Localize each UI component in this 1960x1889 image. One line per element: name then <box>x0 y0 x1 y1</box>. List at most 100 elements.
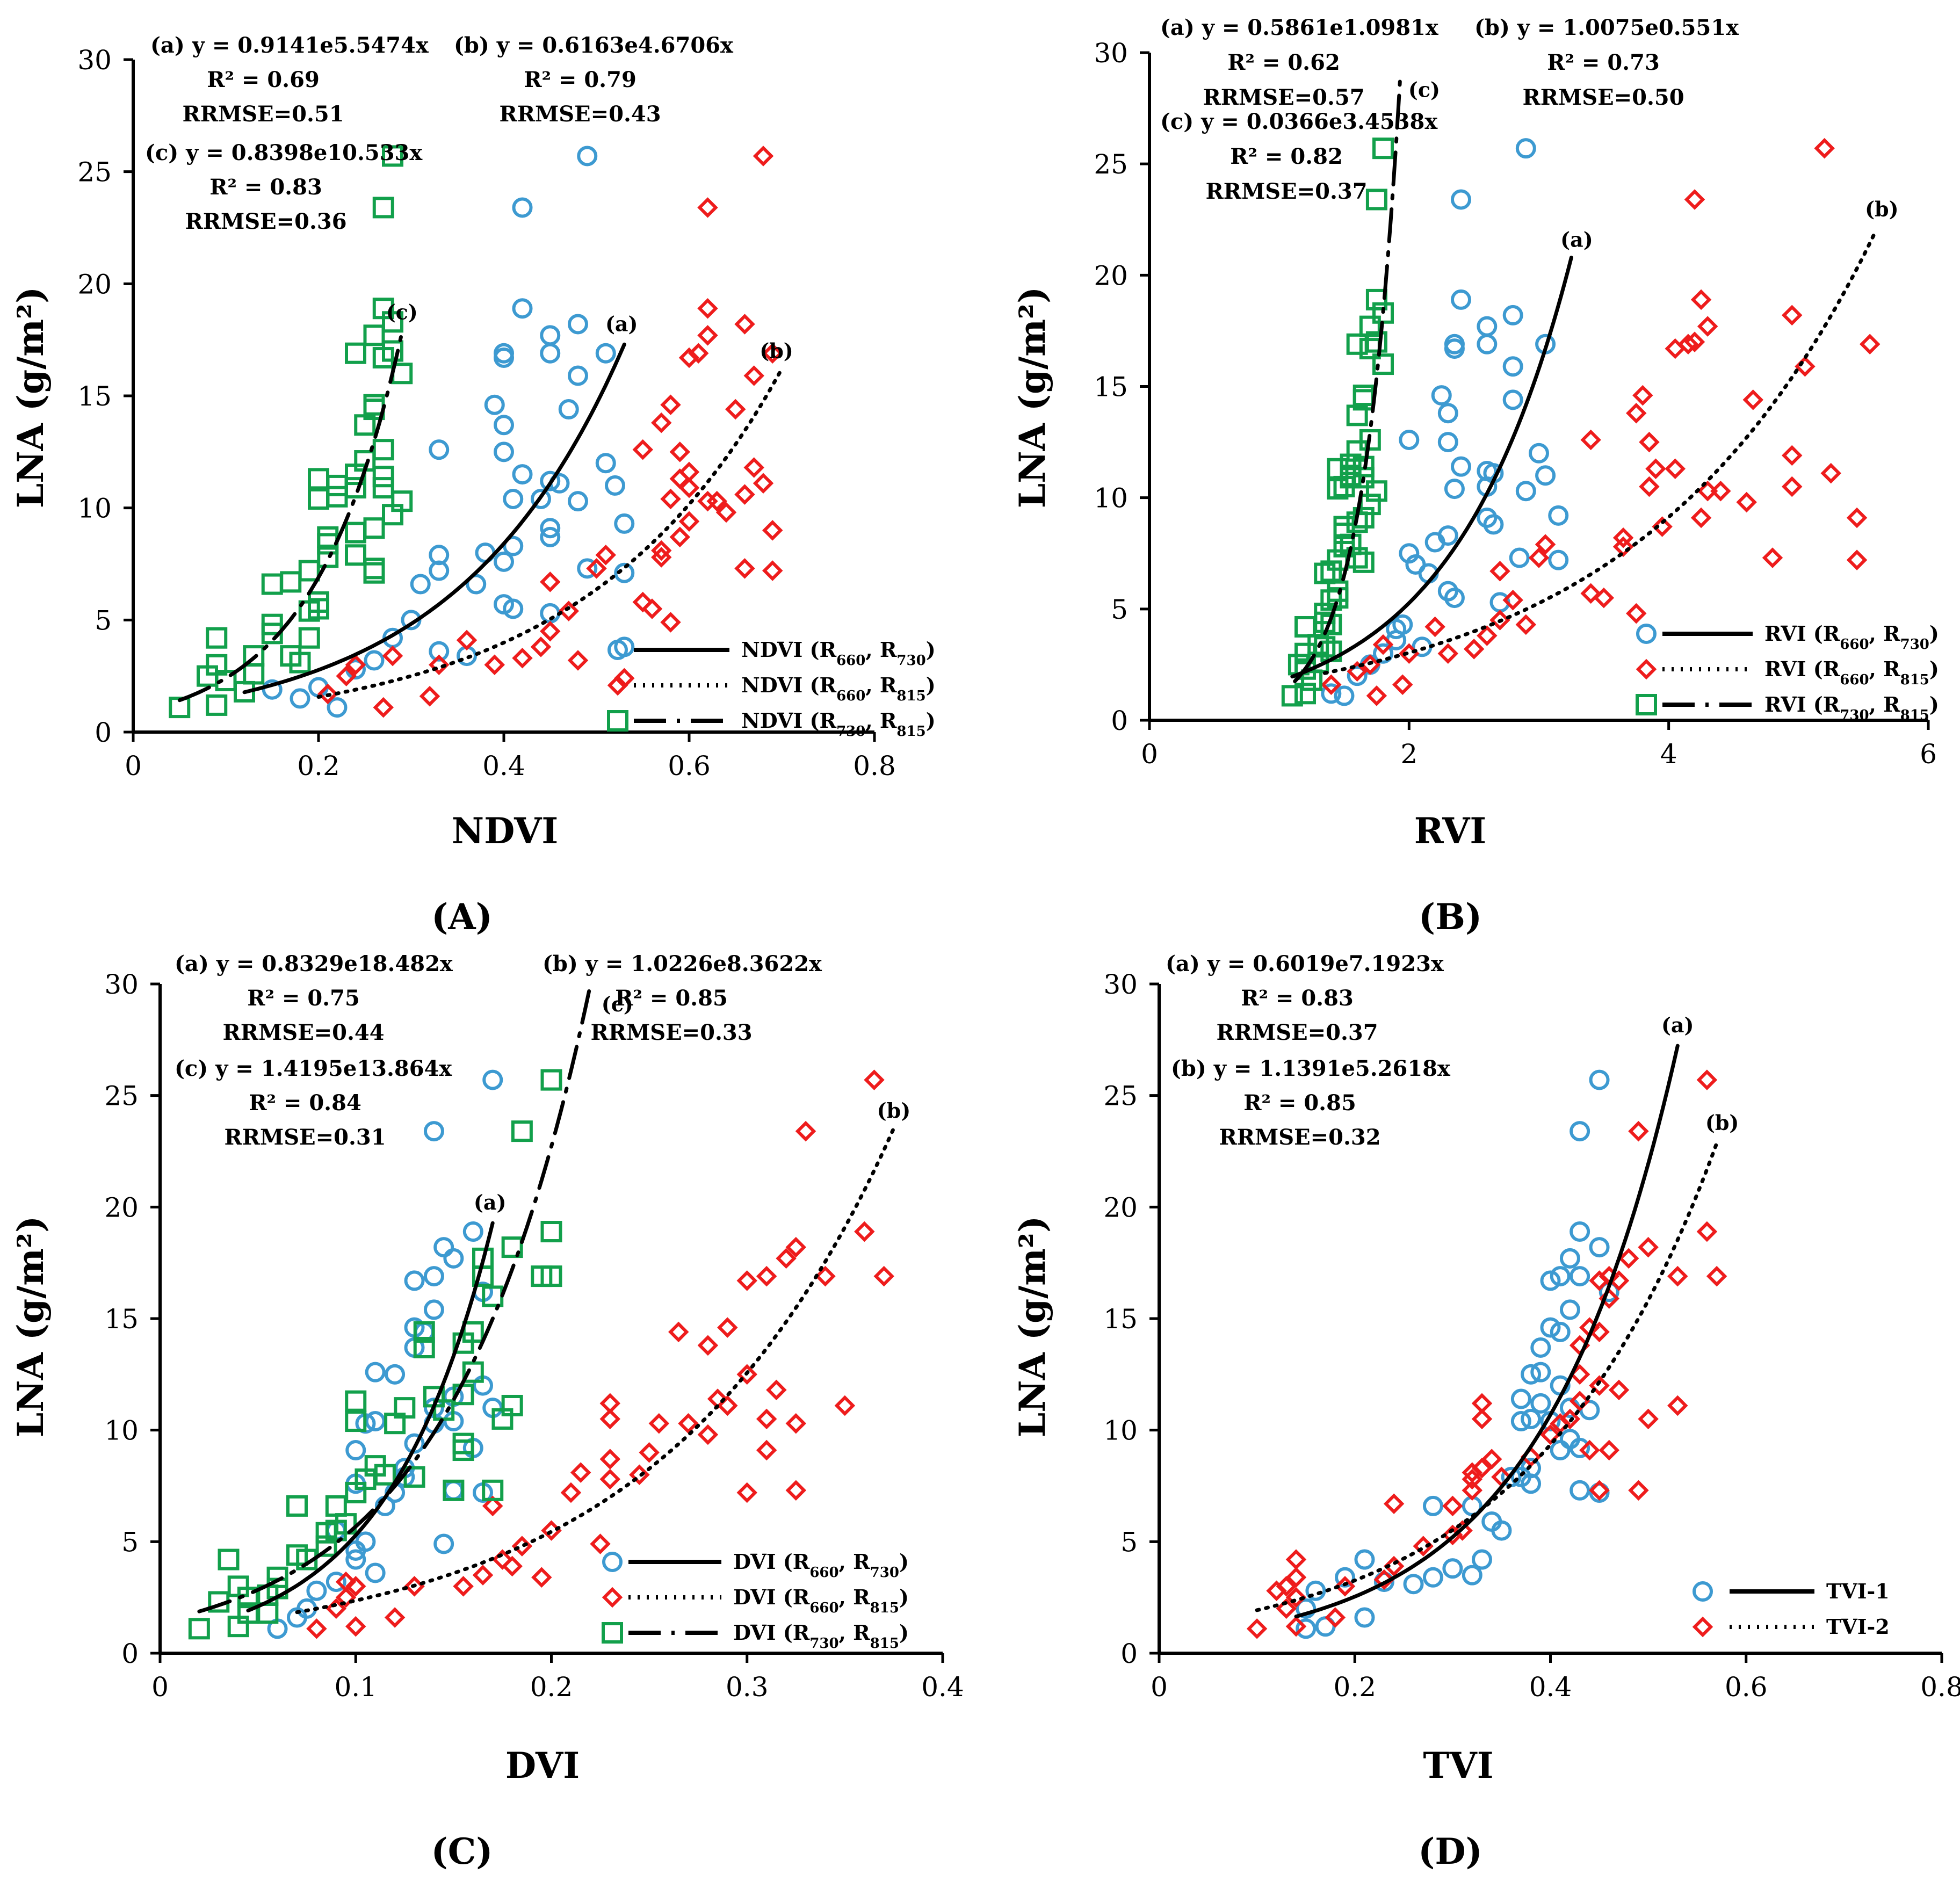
data-point-a <box>568 314 588 335</box>
rrmse-A-a: RRMSE=0.51 <box>182 102 344 127</box>
data-point-c <box>325 1495 347 1517</box>
data-point-b <box>1696 1069 1718 1090</box>
data-point-b <box>1589 1480 1610 1501</box>
data-point-a <box>1550 1321 1571 1342</box>
data-point-b <box>1569 1391 1590 1412</box>
data-point-a <box>503 598 524 619</box>
data-point-b <box>1528 547 1550 568</box>
data-point-c <box>298 600 320 622</box>
data-point-a <box>595 453 616 474</box>
data-point-a <box>1373 643 1393 664</box>
y-axis-title-C: LNA (g/m²) <box>10 1216 52 1437</box>
data-point-a <box>327 697 348 718</box>
plot-area-C: 0 0.1 0.2 0.3 0.4 0 5 10 15 20 25 30 (a) (b) (c) <box>104 969 964 1703</box>
y-tick-label: 10 <box>1094 483 1128 514</box>
data-point-a <box>1437 403 1458 424</box>
data-point-b <box>540 571 561 592</box>
fit-curve-a <box>1290 256 1573 679</box>
equation-A-b: (b) y = 0.6163e4.6706x <box>454 33 734 58</box>
rrmse-B-c: RRMSE=0.37 <box>1205 179 1367 204</box>
data-point-c <box>1333 535 1355 558</box>
equation-C-a: (a) y = 0.8329e18.482x <box>175 951 453 976</box>
data-point-a <box>540 526 561 547</box>
fit-curve-b <box>1322 228 1878 675</box>
data-point-b <box>1535 534 1556 555</box>
y-tick-label: 0 <box>121 1638 139 1669</box>
data-point-c <box>372 347 394 369</box>
x-tick-label: 0.8 <box>853 750 896 781</box>
data-point-b <box>785 1480 807 1501</box>
curve-label-c: (c) <box>1408 77 1440 102</box>
data-point-c <box>1340 453 1362 475</box>
data-point-a <box>577 558 598 579</box>
data-point-c <box>391 490 413 512</box>
y-tick-label: 0 <box>95 717 112 748</box>
fit-curve-c <box>1293 78 1402 683</box>
data-point-a <box>385 1364 406 1385</box>
legend-marker-a <box>607 640 628 660</box>
series-a-points <box>262 146 635 718</box>
x-tick-label: 0.2 <box>1333 1671 1376 1703</box>
data-point-b <box>766 1379 787 1401</box>
data-point-b <box>651 540 672 561</box>
series-a-points <box>1321 138 1569 706</box>
data-point-c <box>501 1236 523 1258</box>
y-tick-label: 15 <box>104 1304 139 1335</box>
data-point-c <box>345 522 366 544</box>
series-c-points <box>1281 137 1394 707</box>
data-point-b <box>669 526 690 548</box>
data-point-c <box>501 1394 523 1416</box>
data-point-a <box>540 325 561 346</box>
series-b-points <box>1321 137 1881 706</box>
x-tick-label: 0 <box>151 1671 169 1703</box>
data-point-b <box>1795 356 1816 377</box>
data-point-b <box>531 1567 552 1588</box>
data-point-b <box>382 645 403 667</box>
data-point-a <box>306 1580 327 1601</box>
data-point-b <box>567 650 589 671</box>
data-point-c <box>315 1522 337 1544</box>
data-point-c <box>298 627 320 649</box>
data-point-b <box>484 654 505 676</box>
equation-B-c: (c) y = 0.0366e3.4538x <box>1160 109 1438 134</box>
data-point-a <box>595 343 616 364</box>
data-point-b <box>734 314 755 335</box>
data-point-a <box>345 1549 366 1570</box>
data-point-b <box>1626 402 1647 424</box>
rrmse-D-a: RRMSE=0.37 <box>1216 1020 1378 1045</box>
y-tick-label: 30 <box>1103 969 1138 1000</box>
legend-label-c: DVI (R730, R815) <box>733 1620 909 1652</box>
data-point-b <box>762 343 783 364</box>
legend-marker-b <box>1636 658 1657 680</box>
data-point-c <box>1365 189 1387 211</box>
data-point-b <box>326 1598 347 1619</box>
y-axis-title-D: LNA (g/m²) <box>1011 1216 1053 1437</box>
data-point-a <box>540 471 561 491</box>
data-point-b <box>1285 1587 1307 1608</box>
data-point-c <box>1353 506 1375 529</box>
data-point-a <box>1515 481 1536 502</box>
data-point-a <box>494 343 514 364</box>
data-point-a <box>443 1480 464 1501</box>
data-point-b <box>697 1335 719 1356</box>
y-tick-label: 20 <box>1094 260 1128 291</box>
data-point-b <box>1782 445 1803 466</box>
data-point-c <box>433 1399 455 1421</box>
data-point-b <box>697 1424 719 1445</box>
data-point-b <box>756 1408 777 1430</box>
data-point-b <box>599 1449 621 1470</box>
data-point-a <box>1437 525 1458 546</box>
data-point-b <box>660 488 681 510</box>
data-point-b <box>453 1576 474 1597</box>
data-point-a <box>1451 289 1471 310</box>
data-point-b <box>1690 289 1712 310</box>
data-point-a <box>1510 1411 1531 1432</box>
r2-A-b: R² = 0.79 <box>524 67 637 92</box>
data-point-a <box>1451 189 1471 210</box>
data-point-b <box>1697 316 1718 337</box>
fit-curve-b <box>295 1126 896 1615</box>
data-point-b <box>660 394 681 415</box>
data-point-a <box>1515 138 1536 159</box>
x-tick-label: 4 <box>1660 739 1677 770</box>
legend-label-b: RVI (R660, R815) <box>1764 657 1939 688</box>
